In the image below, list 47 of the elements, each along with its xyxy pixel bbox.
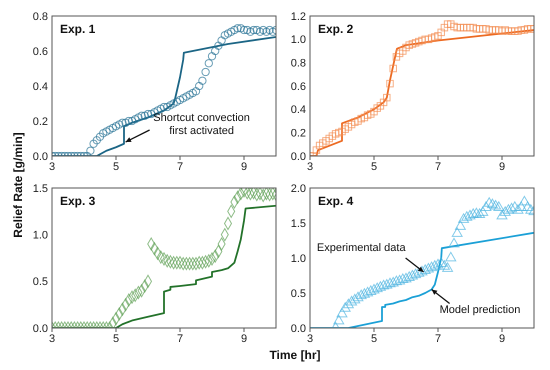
x-tick-label: 7	[176, 332, 184, 345]
y-tick-label: 0.6	[32, 46, 48, 58]
x-tick-label: 5	[112, 332, 120, 345]
x-tick-label: 7	[434, 332, 442, 345]
y-tick-label: 0.0	[290, 322, 306, 335]
x-tick-label: 7	[434, 160, 442, 173]
x-tick-label: 9	[240, 160, 248, 173]
text: Exp. 3	[60, 194, 96, 208]
annotation: Model prediction	[440, 304, 522, 316]
x-tick-label: 9	[498, 160, 506, 173]
y-tick-label: 1.2	[290, 10, 306, 23]
annotation: Experimental data	[316, 242, 406, 255]
y-tick-label: 0.2	[32, 116, 48, 128]
y-tick-label: 0.0	[32, 150, 48, 163]
x-tick-label: 3	[48, 160, 56, 173]
x-tick-label: 3	[306, 160, 314, 173]
y-tick-label: 0.8	[32, 10, 48, 23]
y-tick-label: 0.0	[32, 322, 48, 335]
annotation: Shortcut convection first activated	[152, 112, 251, 138]
text: Exp. 4	[318, 194, 354, 208]
x-tick-label: 5	[370, 332, 378, 345]
y-tick-label: 0.8	[290, 58, 306, 70]
y-tick-label: 1.0	[290, 252, 306, 265]
y-tick-label: 0.4	[290, 104, 306, 116]
text: Exp. 1	[60, 22, 96, 36]
x-tick-label: 5	[112, 160, 120, 173]
x-tick-label: 3	[306, 332, 314, 345]
y-tick-label: 0.2	[290, 128, 306, 140]
y-tick-label: 1.5	[290, 218, 306, 230]
y-tick-label: 2.0	[290, 182, 306, 195]
line-series	[310, 232, 534, 328]
x-tick-label: 3	[48, 332, 56, 345]
y-tick-label: 0.5	[32, 276, 48, 288]
y-axis-title: Relief Rate [g/min]	[11, 131, 25, 240]
x-tick-label: 5	[370, 160, 378, 173]
text: Exp. 2	[318, 22, 354, 36]
x-tick-label: 9	[240, 332, 248, 345]
x-tick-label: 9	[498, 332, 506, 345]
x-axis-title: Time [hr]	[268, 348, 322, 362]
y-tick-label: 1.0	[290, 34, 306, 46]
x-tick-label: 7	[176, 160, 184, 173]
y-tick-label: 0.0	[290, 150, 306, 163]
y-tick-label: 0.5	[290, 288, 306, 300]
y-tick-label: 1.5	[32, 182, 48, 195]
y-tick-label: 0.4	[32, 80, 48, 93]
y-tick-label: 1.0	[32, 230, 48, 242]
y-tick-label: 0.6	[290, 80, 306, 93]
